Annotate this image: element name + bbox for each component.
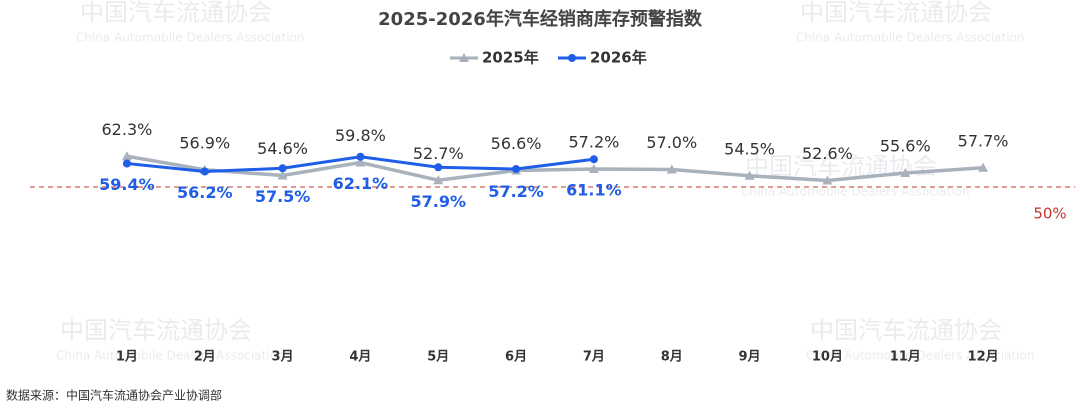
watermark-cn: 中国汽车流通协会 xyxy=(60,317,252,345)
x-tick-label: 2月 xyxy=(194,350,216,365)
point-marker xyxy=(822,175,833,185)
watermark-cn: 中国汽车流通协会 xyxy=(810,317,1002,345)
legend-marker xyxy=(568,54,576,62)
data-label: 57.9% xyxy=(410,192,466,211)
data-label: 57.5% xyxy=(255,187,311,206)
watermark-cn: 中国汽车流通协会 xyxy=(800,0,992,27)
watermark-en: China Automobile Dealers Association xyxy=(796,31,1025,45)
point-marker xyxy=(744,170,755,180)
x-tick-label: 5月 xyxy=(427,350,449,365)
data-label: 59.4% xyxy=(99,175,155,194)
point-marker xyxy=(900,168,911,177)
x-tick-label: 6月 xyxy=(505,350,527,365)
data-label: 61.1% xyxy=(566,181,622,200)
point-marker xyxy=(121,151,132,161)
x-tick-label: 12月 xyxy=(968,350,999,365)
reference-label: 50% xyxy=(1033,205,1066,223)
x-tick-label: 9月 xyxy=(739,350,761,365)
x-tick-label: 11月 xyxy=(890,350,921,365)
point-marker xyxy=(122,159,131,168)
data-label: 56.9% xyxy=(179,133,230,152)
watermark-en: China Automobile Dealers Association xyxy=(56,349,285,363)
data-label: 57.2% xyxy=(488,182,544,201)
data-label: 62.1% xyxy=(333,174,389,193)
data-label: 62.3% xyxy=(102,120,153,139)
point-marker xyxy=(512,165,521,173)
source-note: 数据来源：中国汽车流通协会产业协调部 xyxy=(6,388,222,403)
data-label: 54.6% xyxy=(257,139,308,158)
watermark-cn: 中国汽车流通协会 xyxy=(80,0,272,27)
data-label: 57.0% xyxy=(646,133,697,152)
point-marker xyxy=(433,175,444,185)
legend-label: 2026年 xyxy=(590,49,647,67)
watermark-en: China Automobile Dealers Association xyxy=(741,185,970,199)
data-label: 56.6% xyxy=(491,134,542,153)
point-marker xyxy=(589,155,598,164)
point-marker xyxy=(355,157,366,167)
data-label: 56.2% xyxy=(177,183,233,202)
x-tick-label: 10月 xyxy=(812,350,843,365)
data-label: 57.2% xyxy=(569,133,620,152)
data-label: 52.7% xyxy=(413,144,464,163)
x-tick-label: 1月 xyxy=(116,350,138,365)
data-label: 52.6% xyxy=(802,144,853,163)
watermark-en: China Automobile Dealers Association xyxy=(806,349,1035,363)
x-tick-label: 7月 xyxy=(583,350,605,365)
legend-marker xyxy=(459,53,469,62)
x-tick-label: 4月 xyxy=(349,350,371,365)
x-tick-label: 8月 xyxy=(661,350,683,365)
data-label: 59.8% xyxy=(335,126,386,145)
data-label: 57.7% xyxy=(958,131,1009,150)
watermark-en: China Automobile Dealers Association xyxy=(76,31,305,45)
point-marker xyxy=(356,152,365,161)
point-marker xyxy=(278,164,287,173)
point-marker xyxy=(200,167,209,176)
point-marker xyxy=(978,162,989,172)
point-marker xyxy=(666,164,677,174)
legend-label: 2025年 xyxy=(482,49,539,67)
chart-title: 2025-2026年汽车经销商库存预警指数 xyxy=(378,8,703,30)
point-marker xyxy=(277,170,288,180)
data-label: 54.5% xyxy=(724,139,775,158)
point-marker xyxy=(434,163,443,172)
x-tick-label: 3月 xyxy=(272,350,294,365)
series-line xyxy=(126,154,984,183)
data-label: 55.6% xyxy=(880,137,931,156)
watermarks: 中国汽车流通协会 China Automobile Dealers Associa… xyxy=(56,0,1035,363)
point-marker xyxy=(588,164,599,173)
